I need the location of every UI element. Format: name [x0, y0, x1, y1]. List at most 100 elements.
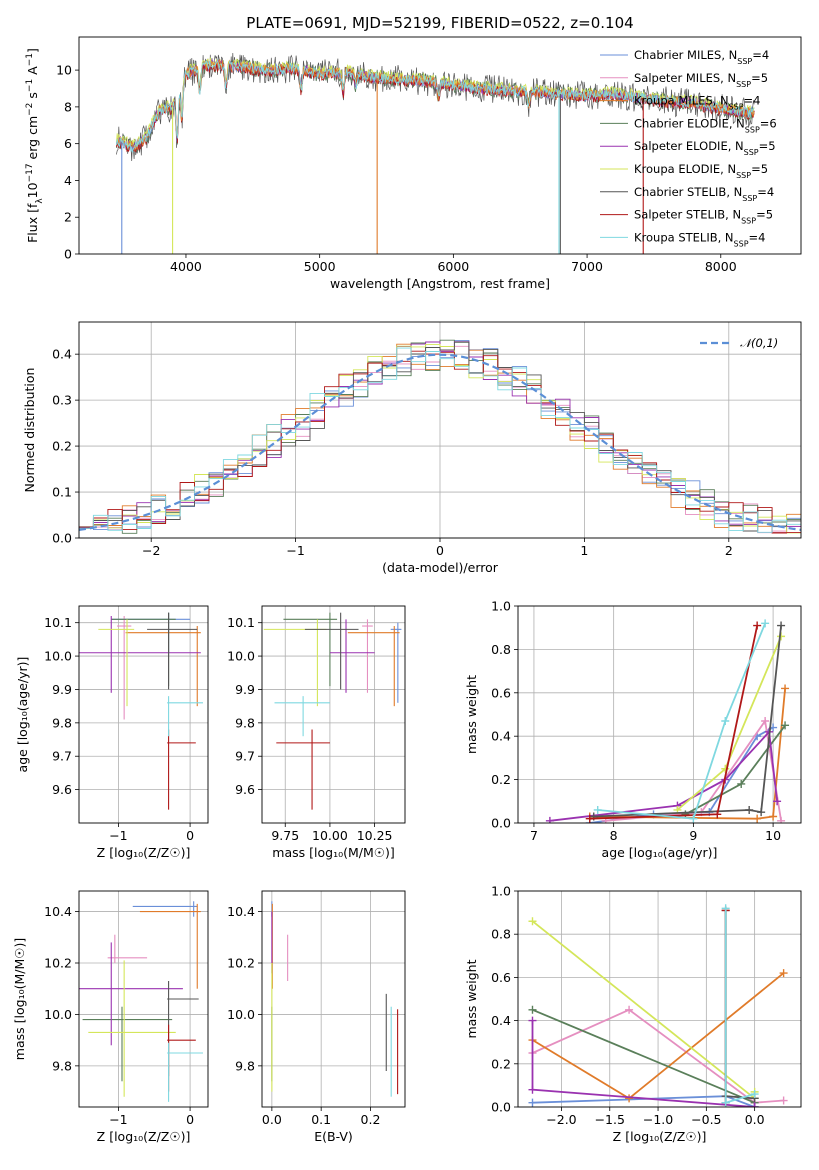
- y-axis-label-part: s: [25, 92, 40, 103]
- legend-label-part: Kroupa ELODIE, N: [634, 162, 736, 176]
- legend-label: Salpeter STELIB, NSSP=5: [634, 208, 773, 226]
- weight-marker: [721, 764, 730, 773]
- grid: [262, 606, 405, 823]
- grid: [262, 891, 405, 1107]
- y-tick-label: 9.7: [235, 749, 255, 764]
- weight-line: [531, 1020, 756, 1107]
- mass-weight-panel: 7 8 9 10 0.0 0.2 0.4 0.6 0.8 1.0 age [log₁₀(age/yr…: [464, 599, 802, 860]
- x-tick-label: −0.5: [691, 1112, 721, 1127]
- x-tick-label: 8: [610, 828, 618, 843]
- legend-label-part: =4: [749, 230, 766, 244]
- x-tick-label: 0.1: [311, 1112, 331, 1127]
- y-tick-label: 4: [64, 173, 72, 188]
- weight-line: [549, 729, 778, 822]
- x-tick-label: 0: [186, 1112, 194, 1127]
- y-axis-label-part: −17: [25, 163, 35, 182]
- plot-area: [263, 612, 402, 810]
- weight-marker: [753, 621, 762, 630]
- x-axis-label: Z [log₁₀(Z/Z☉)]: [97, 1129, 191, 1144]
- weight-marker: [745, 805, 754, 814]
- weight-line: [724, 910, 755, 1100]
- axes-frame: [78, 321, 802, 539]
- y-axis-label-part: erg cm: [25, 116, 40, 164]
- y-tick-label: 0.2: [491, 1056, 511, 1071]
- axes-frame: [78, 890, 209, 1108]
- weight-line: [724, 908, 755, 1104]
- y-tick-label: 0.0: [491, 816, 511, 831]
- chart-title: PLATE=0691, MJD=52199, FIBERID=0522, z=0…: [246, 14, 633, 32]
- plot-area: [79, 612, 203, 810]
- x-tick-label: −2.0: [546, 1112, 576, 1127]
- legend-label-part: =6: [760, 116, 777, 130]
- y-tick-label: 9.8: [52, 715, 72, 730]
- normal-curve: [79, 353, 801, 531]
- plot-area: [271, 901, 399, 1097]
- x-tick-label: 0.2: [361, 1112, 381, 1127]
- y-tick-label: 0: [64, 247, 72, 262]
- y-tick-label: 10.2: [44, 956, 72, 971]
- weight-marker: [721, 717, 730, 726]
- legend-label: Salpeter MILES, NSSP=5: [634, 71, 768, 89]
- grid: [79, 606, 208, 823]
- x-tick-label: 9.75: [271, 828, 299, 843]
- weight-marker: [757, 808, 766, 817]
- x-tick-label: 0.0: [745, 1112, 765, 1127]
- x-axis-label: mass [log₁₀(M/M☉)]: [272, 845, 394, 860]
- weight-marker: [779, 1096, 788, 1105]
- y-tick-label: 0.0: [52, 531, 72, 546]
- y-tick-label: 9.6: [52, 782, 72, 797]
- y-tick-label: 9.7: [52, 749, 72, 764]
- y-axis-label-part: −1: [25, 53, 35, 66]
- y-tick-label: 10.0: [227, 1007, 255, 1022]
- legend-label-part: SSP: [741, 216, 756, 225]
- y-axis-label-part: Flux [f: [25, 203, 40, 243]
- legend-label-part: Kroupa STELIB, N: [634, 230, 734, 244]
- y-axis-label-part: λ: [35, 198, 45, 204]
- y-axis-label: Normed distribution: [22, 368, 37, 493]
- y-axis-label-part: 10: [25, 182, 40, 198]
- weight-marker: [721, 904, 730, 913]
- axes-frame: [261, 890, 406, 1108]
- plot-area: [545, 619, 790, 823]
- y-tick-label: 9.8: [235, 715, 255, 730]
- errorbar-panel: 9.75 10.00 10.25 9.6 9.7 9.8 9.9 10.0 10.1 mass […: [227, 605, 406, 860]
- y-tick-label: 0.6: [491, 685, 511, 700]
- x-axis-label: (data-model)/error: [382, 560, 499, 575]
- axes-frame: [78, 605, 209, 824]
- x-tick-label: 0.0: [262, 1112, 282, 1127]
- y-tick-label: 9.9: [52, 682, 72, 697]
- y-tick-label: 10.4: [44, 904, 72, 919]
- weight-marker: [625, 1005, 634, 1014]
- mass-weight-panel: −2.0 −1.5 −1.0 −0.5 0.0 0.0 0.2 0.4 0.6 0.8 1.0 Z […: [464, 884, 802, 1144]
- y-tick-label: 9.8: [235, 1058, 255, 1073]
- weight-marker: [528, 1016, 537, 1025]
- weight-marker: [625, 1094, 634, 1103]
- y-tick-label: 0.4: [491, 1013, 511, 1028]
- weight-marker: [528, 1085, 537, 1094]
- weight-marker: [777, 621, 786, 630]
- legend-label-part: Salpeter MILES, N: [634, 71, 736, 85]
- y-tick-label: 10: [56, 63, 72, 78]
- x-tick-label: −1: [109, 828, 127, 843]
- x-tick-label: −1.0: [643, 1112, 673, 1127]
- x-axis-label: wavelength [Angstrom, rest frame]: [330, 276, 550, 291]
- x-tick-label: 10.25: [357, 828, 393, 843]
- y-tick-label: 1.0: [491, 599, 511, 614]
- weight-line: [597, 623, 766, 820]
- legend-label-part: SSP: [737, 57, 752, 66]
- legend-label: Kroupa ELODIE, NSSP=5: [634, 162, 768, 180]
- x-tick-label: 9: [689, 828, 697, 843]
- legend-label-part: SSP: [736, 171, 751, 180]
- y-tick-label: 0.8: [491, 642, 511, 657]
- x-tick-label: 10: [765, 828, 781, 843]
- x-tick-label: 6000: [437, 259, 469, 274]
- legend-label-part: =4: [757, 185, 774, 199]
- y-tick-label: 0.2: [52, 439, 72, 454]
- x-tick-label: 0: [186, 828, 194, 843]
- axes-frame: [517, 605, 802, 824]
- errorbar-panel: 0.0 0.1 0.2 9.8 10.0 10.2 10.4 E(B-V): [227, 890, 406, 1144]
- legend-label: Kroupa MILES, NSSP=4: [634, 94, 760, 112]
- spectrum-line: [116, 59, 755, 153]
- legend-label-part: Chabrier MILES, N: [634, 48, 737, 62]
